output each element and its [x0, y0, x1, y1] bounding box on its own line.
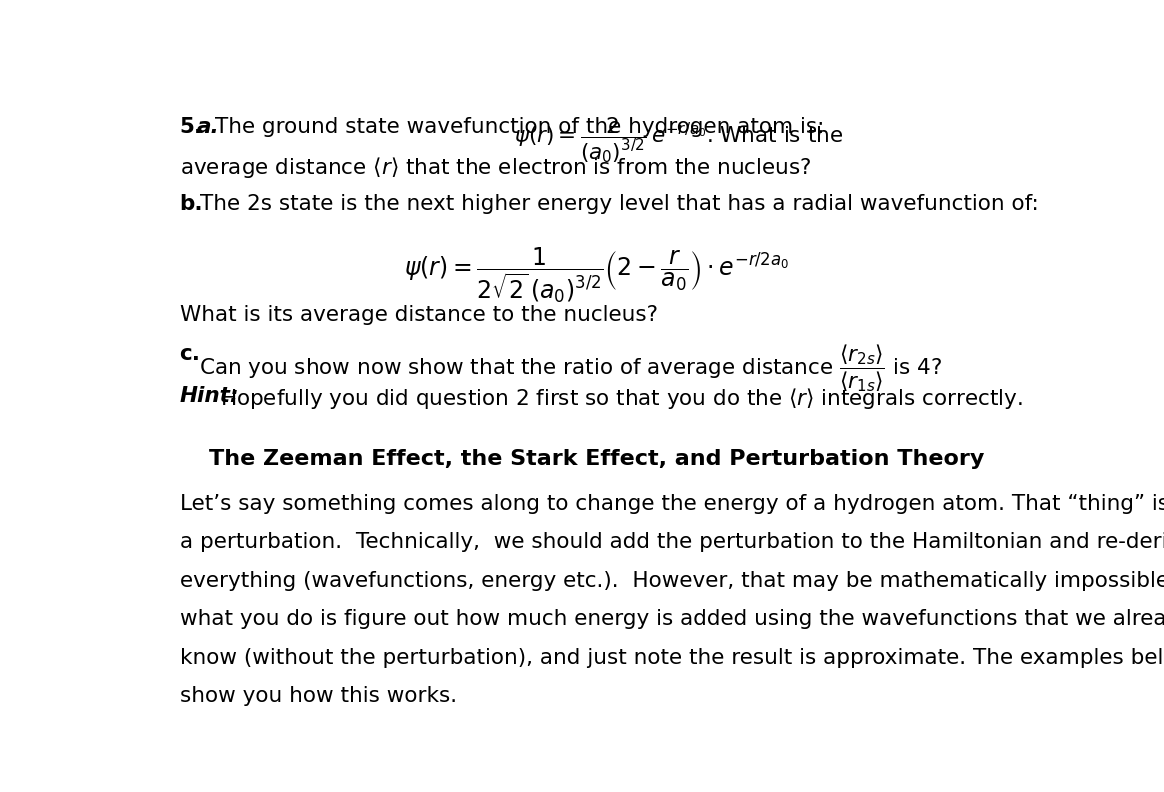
Text: Let’s say something comes along to change the energy of a hydrogen atom. That “t: Let’s say something comes along to chang… — [179, 494, 1164, 514]
Text: b.: b. — [179, 193, 204, 214]
Text: a perturbation.  Technically,  we should add the perturbation to the Hamiltonian: a perturbation. Technically, we should a… — [179, 532, 1164, 552]
Text: what you do is figure out how much energy is added using the wavefunctions that : what you do is figure out how much energ… — [179, 609, 1164, 630]
Text: The 2s state is the next higher energy level that has a radial wavefunction of:: The 2s state is the next higher energy l… — [200, 193, 1038, 214]
Text: average distance $\langle r \rangle$ that the electron is from the nucleus?: average distance $\langle r \rangle$ tha… — [179, 155, 811, 180]
Text: know (without the perturbation), and just note the result is approximate. The ex: know (without the perturbation), and jus… — [179, 648, 1164, 668]
Text: a.: a. — [197, 116, 219, 136]
Text: Hint:: Hint: — [179, 386, 239, 406]
Text: The ground state wavefunction of the hydrogen atom is:: The ground state wavefunction of the hyd… — [215, 116, 831, 136]
Text: What is its average distance to the nucleus?: What is its average distance to the nucl… — [179, 305, 658, 326]
Text: 5.: 5. — [179, 116, 203, 136]
Text: $\psi(r) = \dfrac{1}{2\sqrt{2}\,(a_0)^{3/2}}\left(2 - \dfrac{r}{a_0}\right) \cdo: $\psi(r) = \dfrac{1}{2\sqrt{2}\,(a_0)^{3… — [404, 246, 789, 305]
Text: The Zeeman Effect, the Stark Effect, and Perturbation Theory: The Zeeman Effect, the Stark Effect, and… — [208, 449, 985, 469]
Text: everything (wavefunctions, energy etc.).  However, that may be mathematically im: everything (wavefunctions, energy etc.).… — [179, 571, 1164, 591]
Text: show you how this works.: show you how this works. — [179, 687, 456, 706]
Text: Hopefully you did question 2 first so that you do the $\langle r \rangle$ integr: Hopefully you did question 2 first so th… — [220, 386, 1023, 411]
Text: c.: c. — [179, 344, 200, 364]
Text: $\psi(r) = \dfrac{2}{(a_0)^{3/2}}\,e^{-r/a_0}$. What is the: $\psi(r) = \dfrac{2}{(a_0)^{3/2}}\,e^{-r… — [513, 115, 843, 165]
Text: Can you show now show that the ratio of average distance $\dfrac{\langle r_{2s}\: Can you show now show that the ratio of … — [199, 342, 942, 394]
